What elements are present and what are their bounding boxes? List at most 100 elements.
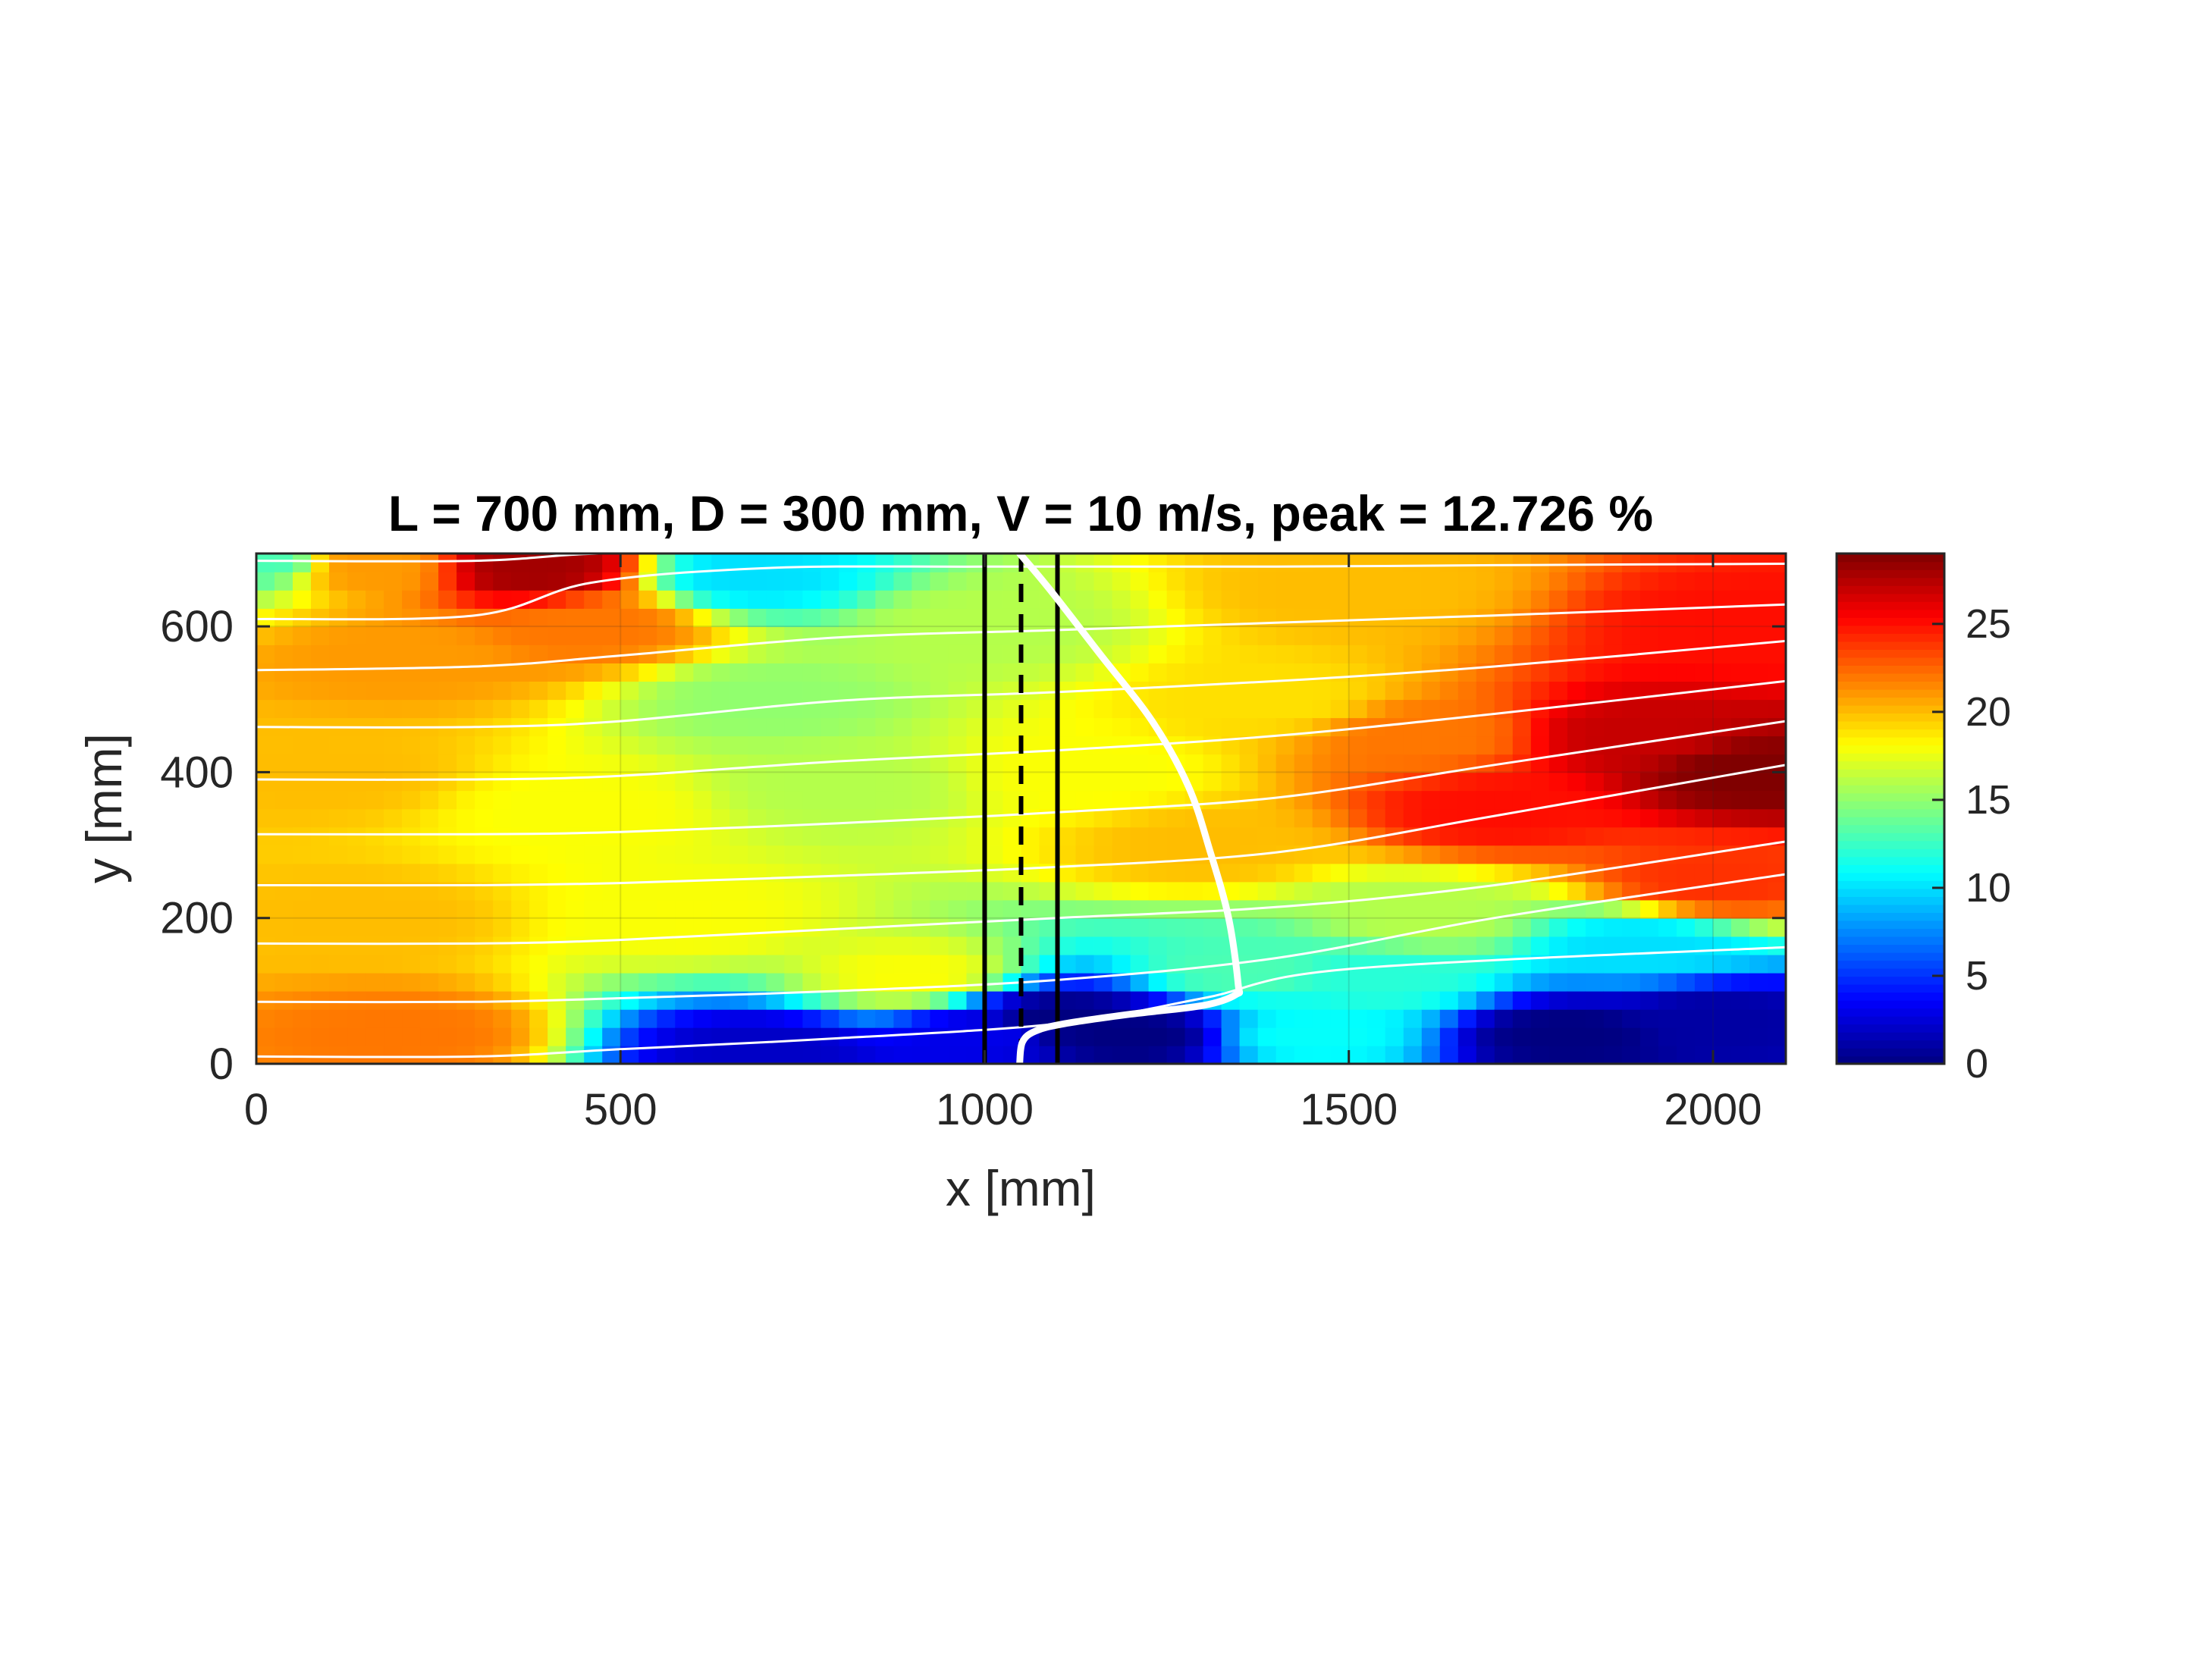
heatmap-cell (438, 663, 457, 682)
heatmap-cell (1330, 972, 1350, 992)
heatmap-cell (930, 608, 949, 627)
heatmap-cell (1312, 608, 1332, 627)
heatmap-cell (1385, 954, 1404, 974)
heatmap-cell (893, 663, 913, 682)
heatmap-cell (1203, 572, 1222, 591)
heatmap-cell (457, 826, 475, 846)
heatmap-cell (1385, 826, 1404, 846)
heatmap-cell (1075, 972, 1095, 992)
heatmap-cell (1476, 644, 1495, 663)
heatmap-cell (930, 899, 949, 919)
heatmap-cell (256, 1046, 275, 1064)
heatmap-cell (1457, 681, 1477, 701)
heatmap-cell (566, 717, 585, 737)
heatmap-cell (1148, 572, 1168, 591)
heatmap-cell (784, 572, 804, 591)
heatmap-cell (1348, 554, 1368, 572)
heatmap-cell (438, 554, 457, 572)
heatmap-cell (1439, 990, 1459, 1010)
heatmap-cell (839, 1046, 858, 1064)
heatmap-cell (329, 863, 348, 883)
heatmap-cell (1294, 917, 1313, 937)
colorbar-tick-label: 10 (1966, 865, 2011, 911)
heatmap-cell (1731, 954, 1750, 974)
heatmap-cell (638, 917, 658, 937)
heatmap-cell (1330, 590, 1350, 609)
heatmap-cell (1403, 626, 1423, 645)
heatmap-cell (384, 590, 403, 609)
heatmap-cell (1676, 699, 1696, 719)
heatmap-cell (1184, 917, 1204, 937)
heatmap-cell (1093, 845, 1113, 864)
heatmap-cell (1075, 590, 1095, 609)
heatmap-cell (366, 1008, 384, 1028)
heatmap-cell (311, 954, 330, 974)
heatmap-cell (1530, 772, 1550, 792)
heatmap-cell (1421, 990, 1441, 1010)
heatmap-cell (566, 699, 585, 719)
heatmap-cell (475, 572, 494, 591)
heatmap-cell (839, 608, 858, 627)
heatmap-cell (1585, 717, 1605, 737)
heatmap-cell (1203, 735, 1222, 755)
heatmap-cell (1403, 936, 1423, 955)
heatmap-cell (1348, 1046, 1368, 1064)
heatmap-cell (584, 717, 603, 737)
heatmap-cell (1330, 644, 1350, 663)
heatmap-cell (1057, 572, 1077, 591)
heatmap-cell (402, 790, 421, 810)
heatmap-cell (529, 626, 548, 645)
heatmap-cell (857, 735, 877, 755)
heatmap-cell (948, 917, 968, 937)
heatmap-cell (293, 590, 312, 609)
colorbar-segment (1837, 633, 1944, 642)
heatmap-cell (1749, 1046, 1768, 1064)
heatmap-cell (802, 972, 822, 992)
heatmap-cell (1676, 845, 1696, 864)
heatmap-cell (802, 863, 822, 883)
streamline (256, 840, 1786, 946)
heatmap-cell (438, 1027, 457, 1046)
heatmap-cell (475, 772, 494, 792)
heatmap-cell (839, 936, 858, 955)
heatmap-cell (693, 863, 713, 883)
heatmap-cell (256, 572, 275, 591)
heatmap-cell (511, 554, 530, 572)
heatmap-cell (1694, 663, 1714, 682)
heatmap-cell (548, 863, 566, 883)
heatmap-cell (1548, 808, 1568, 828)
heatmap-cell (766, 1008, 786, 1028)
heatmap-cell (384, 626, 403, 645)
heatmap-cell (1768, 972, 1786, 992)
heatmap-cell (1421, 936, 1441, 955)
heatmap-cell (1221, 790, 1241, 810)
heatmap-cell (930, 1027, 949, 1046)
heatmap-cell (1348, 972, 1368, 992)
heatmap-cell (948, 772, 968, 792)
heatmap-cell (1439, 1008, 1459, 1028)
heatmap-cell (275, 554, 293, 572)
x-axis-ticks: 0 500 1000 1500 2000 (244, 554, 1762, 1134)
heatmap-cell (1348, 681, 1368, 701)
heatmap-cell (1039, 663, 1059, 682)
heatmap-cell (984, 881, 1004, 901)
heatmap-cell (293, 899, 312, 919)
heatmap-cell (1403, 554, 1423, 572)
heatmap-cell (1530, 881, 1550, 901)
heatmap-cell (1221, 572, 1241, 591)
y-tick-label: 0 (209, 1040, 234, 1089)
heatmap-cell (893, 790, 913, 810)
heatmap-cell (1366, 735, 1386, 755)
heatmap-cell (1749, 699, 1768, 719)
heatmap-cell (948, 554, 968, 572)
colorbar-segment (1837, 808, 1944, 817)
heatmap-cell (548, 826, 566, 846)
heatmap-cell (347, 899, 366, 919)
heatmap-cell (1257, 572, 1277, 591)
heatmap-cell (1021, 717, 1040, 737)
heatmap-cell (1075, 1027, 1095, 1046)
heatmap-cell (1421, 972, 1441, 992)
heatmap-cell (984, 608, 1004, 627)
heatmap-cell (384, 754, 403, 773)
heatmap-cell (256, 826, 275, 846)
